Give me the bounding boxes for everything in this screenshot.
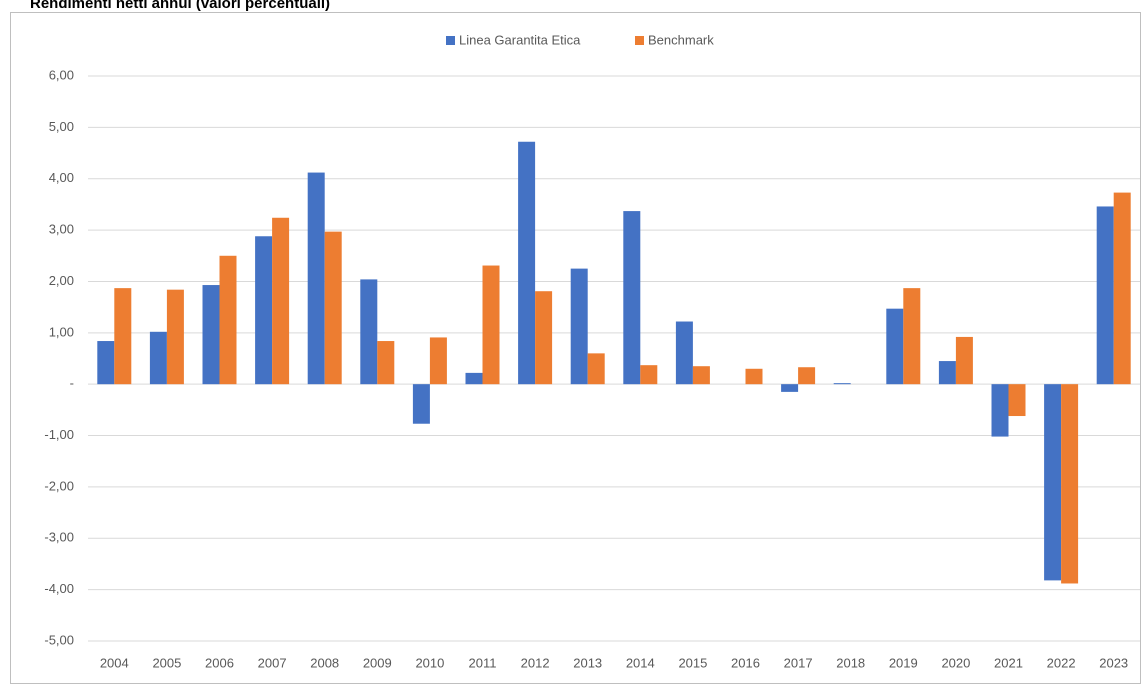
y-tick-label: 4,00 xyxy=(49,170,74,185)
bar xyxy=(272,217,290,385)
bar xyxy=(149,331,167,385)
y-tick-label: 3,00 xyxy=(49,222,74,237)
bar xyxy=(692,366,710,385)
legend-label: Benchmark xyxy=(648,32,714,47)
bar xyxy=(465,372,483,385)
x-tick-label: 2016 xyxy=(731,655,760,670)
bar xyxy=(1096,206,1114,385)
bar xyxy=(535,291,553,385)
x-tick-label: 2006 xyxy=(205,655,234,670)
y-tick-label: 1,00 xyxy=(49,324,74,339)
x-tick-label: 2023 xyxy=(1099,655,1128,670)
bar xyxy=(324,231,342,385)
legend-label: Linea Garantita Etica xyxy=(459,32,581,47)
y-tick-label: - xyxy=(70,376,74,391)
y-tick-label: -1,00 xyxy=(44,427,74,442)
legend-swatch xyxy=(635,36,644,45)
x-tick-label: 2021 xyxy=(994,655,1023,670)
bar xyxy=(886,308,904,385)
bar xyxy=(938,361,956,385)
bar xyxy=(1113,192,1131,385)
bar xyxy=(745,368,763,385)
bar xyxy=(360,279,378,385)
bar xyxy=(518,141,536,385)
x-tick-label: 2005 xyxy=(152,655,181,670)
bar xyxy=(798,367,816,385)
x-tick-label: 2019 xyxy=(889,655,918,670)
x-tick-label: 2010 xyxy=(415,655,444,670)
chart-title: Rendimenti netti annui (valori percentua… xyxy=(30,0,330,12)
x-tick-label: 2017 xyxy=(784,655,813,670)
bar xyxy=(97,341,115,385)
y-tick-label: 2,00 xyxy=(49,273,74,288)
bar xyxy=(114,288,132,385)
y-tick-label: 5,00 xyxy=(49,119,74,134)
bar xyxy=(781,384,799,392)
bar xyxy=(219,255,237,385)
bar xyxy=(482,265,500,385)
x-tick-label: 2015 xyxy=(678,655,707,670)
bar xyxy=(202,285,220,385)
x-tick-label: 2004 xyxy=(100,655,129,670)
bar xyxy=(1061,384,1079,584)
bar xyxy=(833,383,851,385)
x-tick-label: 2008 xyxy=(310,655,339,670)
x-tick-label: 2007 xyxy=(258,655,287,670)
bar xyxy=(991,384,1009,437)
y-tick-label: -2,00 xyxy=(44,478,74,493)
bar xyxy=(587,353,605,385)
y-tick-label: -5,00 xyxy=(44,632,74,647)
bar xyxy=(675,321,693,385)
legend-swatch xyxy=(446,36,455,45)
bar xyxy=(623,211,641,385)
x-tick-label: 2014 xyxy=(626,655,655,670)
bar xyxy=(377,341,395,385)
bar xyxy=(166,289,184,385)
bar xyxy=(570,268,588,385)
bar xyxy=(429,337,447,385)
x-tick-label: 2009 xyxy=(363,655,392,670)
x-tick-label: 2013 xyxy=(573,655,602,670)
x-tick-label: 2022 xyxy=(1047,655,1076,670)
x-tick-label: 2020 xyxy=(941,655,970,670)
bar xyxy=(903,288,921,385)
y-tick-label: -3,00 xyxy=(44,530,74,545)
x-tick-label: 2011 xyxy=(469,655,497,670)
bar xyxy=(955,336,973,385)
x-tick-label: 2012 xyxy=(521,655,550,670)
bar xyxy=(307,172,325,385)
x-tick-label: 2018 xyxy=(836,655,865,670)
y-tick-label: 6,00 xyxy=(49,67,74,82)
bar xyxy=(1008,384,1026,417)
bar xyxy=(640,365,658,385)
bar xyxy=(412,384,430,424)
bar xyxy=(255,236,273,385)
bar xyxy=(1044,384,1062,581)
y-tick-label: -4,00 xyxy=(44,581,74,596)
